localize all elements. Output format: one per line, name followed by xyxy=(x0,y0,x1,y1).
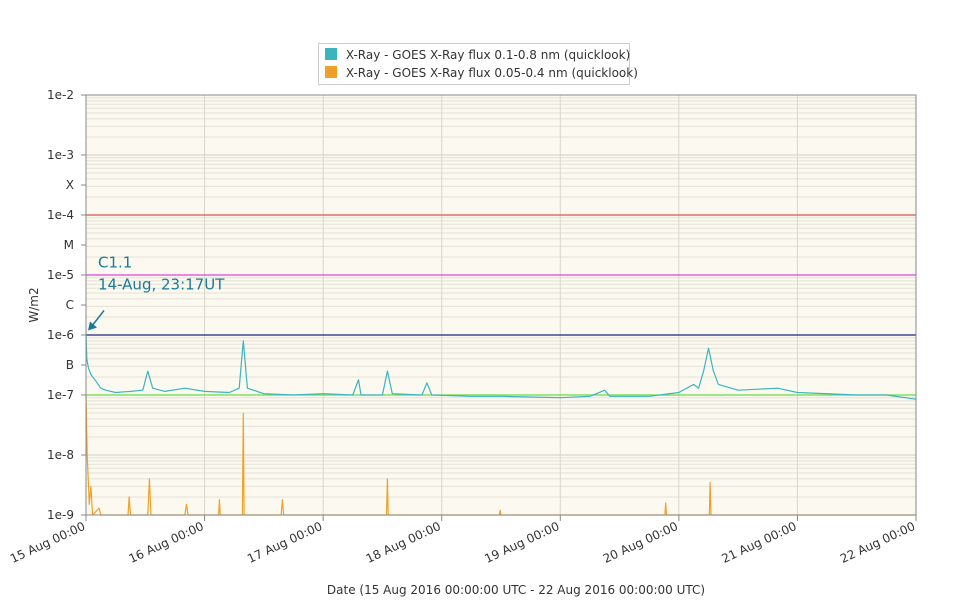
y-tick-label: 1e-7 xyxy=(47,388,74,402)
y-tick-label: X xyxy=(66,178,74,192)
x-tick-label: 18 Aug 00:00 xyxy=(364,519,443,566)
chart-legend[interactable]: X-Ray - GOES X-Ray flux 0.1-0.8 nm (quic… xyxy=(318,43,638,85)
y-tick-label: 1e-6 xyxy=(47,328,74,342)
legend-item-series-2[interactable]: X-Ray - GOES X-Ray flux 0.05-0.4 nm (qui… xyxy=(325,65,638,81)
y-axis-label: W/m2 xyxy=(27,287,41,322)
y-tick-label: 1e-9 xyxy=(47,508,74,522)
y-tick-label: 1e-8 xyxy=(47,448,74,462)
plot-area xyxy=(86,95,916,515)
annotation-text-line: 14-Aug, 23:17UT xyxy=(98,276,225,294)
x-tick-label: 20 Aug 00:00 xyxy=(601,519,680,566)
x-tick-label: 21 Aug 00:00 xyxy=(719,519,798,566)
x-tick-label: 19 Aug 00:00 xyxy=(482,519,561,566)
series-line-1 xyxy=(85,332,917,400)
legend-swatch-series-2 xyxy=(325,66,337,78)
y-tick-label: B xyxy=(66,358,74,372)
flare-annotation: C1.1 14-Aug, 23:17UT xyxy=(88,254,225,331)
y-tick-label: C xyxy=(66,298,74,312)
x-tick-label: 15 Aug 00:00 xyxy=(8,519,87,566)
x-tick-label: 22 Aug 00:00 xyxy=(838,519,917,566)
y-tick-label: 1e-3 xyxy=(47,148,74,162)
y-tick-label: 1e-2 xyxy=(47,88,74,102)
legend-item-series-1[interactable]: X-Ray - GOES X-Ray flux 0.1-0.8 nm (quic… xyxy=(325,47,630,63)
x-axis-label: Date (15 Aug 2016 00:00:00 UTC - 22 Aug … xyxy=(327,583,705,597)
y-tick-label: M xyxy=(64,238,74,252)
y-tick-label: 1e-4 xyxy=(47,208,74,222)
legend-label-series-1: X-Ray - GOES X-Ray flux 0.1-0.8 nm (quic… xyxy=(345,48,631,62)
y-tick-label: 1e-5 xyxy=(47,268,74,282)
legend-label-series-2: X-Ray - GOES X-Ray flux 0.05-0.4 nm (qui… xyxy=(345,66,638,80)
x-tick-label: 17 Aug 00:00 xyxy=(245,519,324,566)
annotation-text-line: C1.1 xyxy=(98,254,132,272)
x-tick-label: 16 Aug 00:00 xyxy=(127,519,206,566)
annotation-arrow-head xyxy=(88,321,97,331)
legend-swatch-series-1 xyxy=(325,48,337,60)
